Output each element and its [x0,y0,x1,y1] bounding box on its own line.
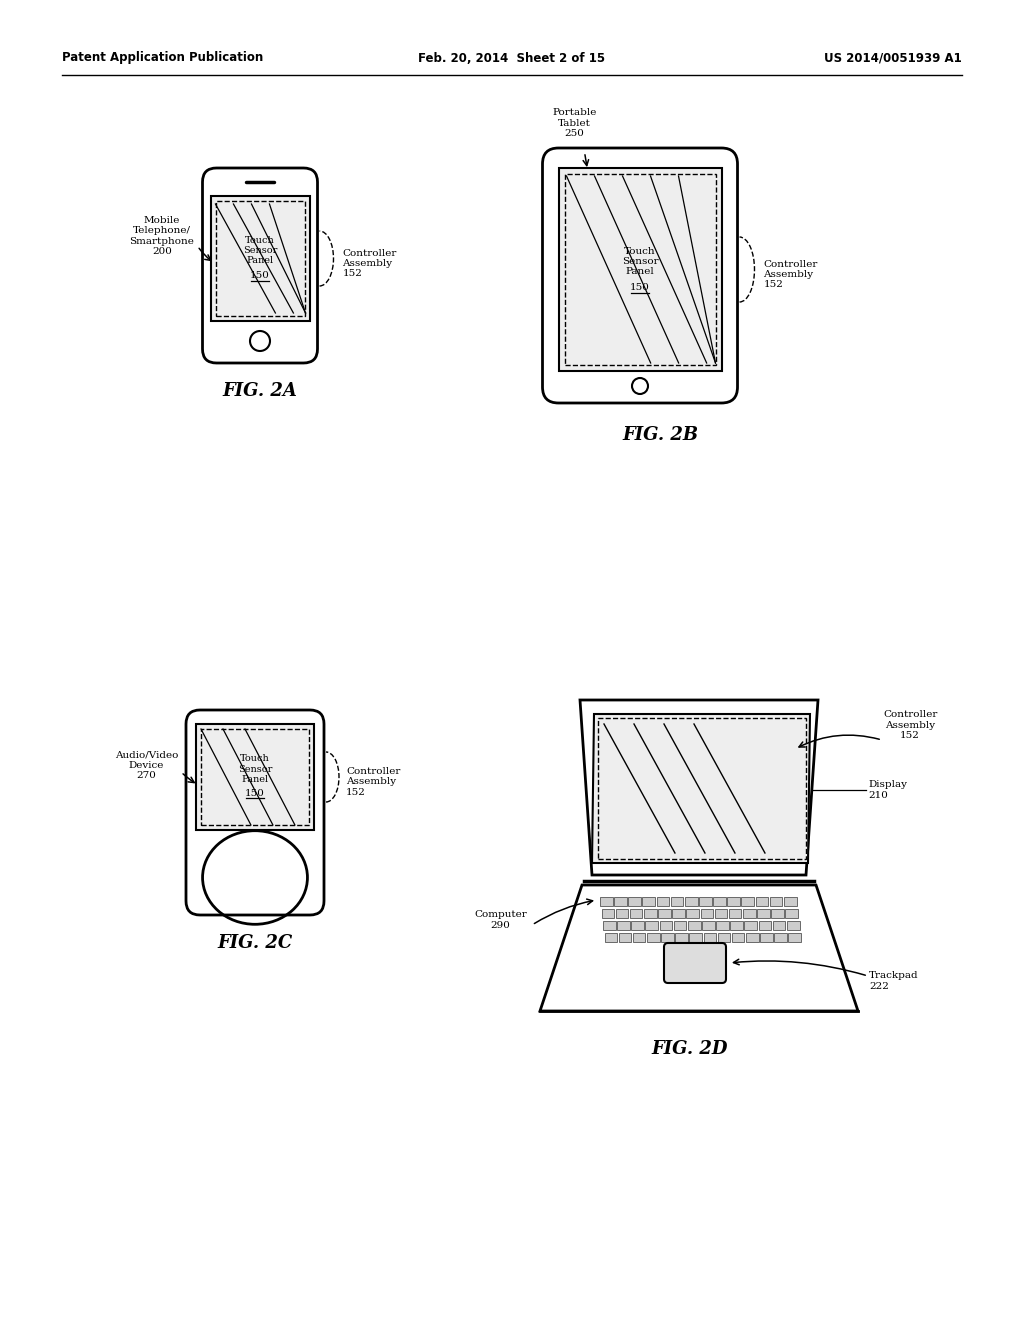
Bar [745,933,759,942]
Bar [741,898,754,906]
Bar [713,898,726,906]
Bar [558,168,722,371]
Bar [629,898,641,906]
FancyBboxPatch shape [203,168,317,363]
Text: FIG. 2B: FIG. 2B [622,426,698,444]
Bar [688,921,700,931]
Bar [703,933,716,942]
Text: Touch
Sensor
Panel: Touch Sensor Panel [622,247,658,276]
Bar [727,898,740,906]
Polygon shape [592,714,810,863]
Bar [631,921,644,931]
Bar [756,898,768,906]
Text: Portable
Tablet
250: Portable Tablet 250 [552,108,597,139]
Text: FIG. 2C: FIG. 2C [217,935,293,952]
Text: FIG. 2A: FIG. 2A [222,381,297,400]
Bar [770,898,782,906]
Text: Mobile
Telephone/
Smartphone
200: Mobile Telephone/ Smartphone 200 [130,216,195,256]
Bar [614,898,627,906]
Bar [601,909,614,917]
Bar [773,921,785,931]
Text: US 2014/0051939 A1: US 2014/0051939 A1 [824,51,962,65]
Bar [674,921,686,931]
Bar [689,933,702,942]
Bar [730,921,743,931]
Bar [716,921,729,931]
Bar [771,909,783,917]
Text: Controller
Assembly
152: Controller Assembly 152 [764,260,818,289]
Text: Controller
Assembly
152: Controller Assembly 152 [342,248,397,279]
Bar [685,898,697,906]
Bar [656,898,670,906]
Bar [788,933,801,942]
Bar [633,933,645,942]
Bar [615,909,629,917]
Bar [662,933,674,942]
Bar [675,933,688,942]
Bar [729,909,741,917]
Bar [645,921,658,931]
Bar [642,898,655,906]
Bar [618,933,631,942]
Text: Trackpad
222: Trackpad 222 [869,972,919,991]
Bar [732,933,744,942]
Bar [774,933,786,942]
Bar [759,921,771,931]
Bar [672,909,685,917]
Bar [630,909,642,917]
Bar [644,909,656,917]
Text: Touch
Sensor
Panel: Touch Sensor Panel [238,754,272,784]
Bar [564,174,716,366]
Text: Feb. 20, 2014  Sheet 2 of 15: Feb. 20, 2014 Sheet 2 of 15 [419,51,605,65]
Bar [598,718,806,859]
Bar [715,909,727,917]
Bar [604,933,617,942]
Bar [215,201,304,315]
Polygon shape [540,884,858,1011]
Bar [659,921,672,931]
Bar [700,909,713,917]
Bar [647,933,659,942]
Bar [699,898,712,906]
Bar [757,909,770,917]
FancyBboxPatch shape [186,710,324,915]
Bar [743,909,756,917]
Bar [658,909,671,917]
Bar [211,195,309,321]
Polygon shape [580,700,818,875]
Text: Patent Application Publication: Patent Application Publication [62,51,263,65]
Text: 150: 150 [245,788,265,797]
Text: Computer
290: Computer 290 [474,911,527,929]
Bar [785,909,798,917]
Text: Controller
Assembly
152: Controller Assembly 152 [883,710,937,741]
Text: Touch
Sensor
Panel: Touch Sensor Panel [243,235,278,265]
Text: FIG. 2D: FIG. 2D [651,1040,728,1059]
Bar [760,933,773,942]
Bar [786,921,800,931]
Bar [600,898,612,906]
Text: 150: 150 [630,282,650,292]
FancyBboxPatch shape [664,942,726,983]
Bar [686,909,699,917]
Bar [718,933,730,942]
Text: 150: 150 [250,271,270,280]
Bar [702,921,715,931]
Bar [196,723,314,830]
Bar [671,898,683,906]
Bar [783,898,797,906]
Bar [617,921,630,931]
Text: Audio/Video
Device
270: Audio/Video Device 270 [115,750,178,780]
Bar [744,921,757,931]
FancyBboxPatch shape [543,148,737,403]
Bar [603,921,615,931]
Bar [201,729,309,825]
Text: Display
210: Display 210 [868,780,907,800]
Text: Controller
Assembly
152: Controller Assembly 152 [346,767,400,797]
